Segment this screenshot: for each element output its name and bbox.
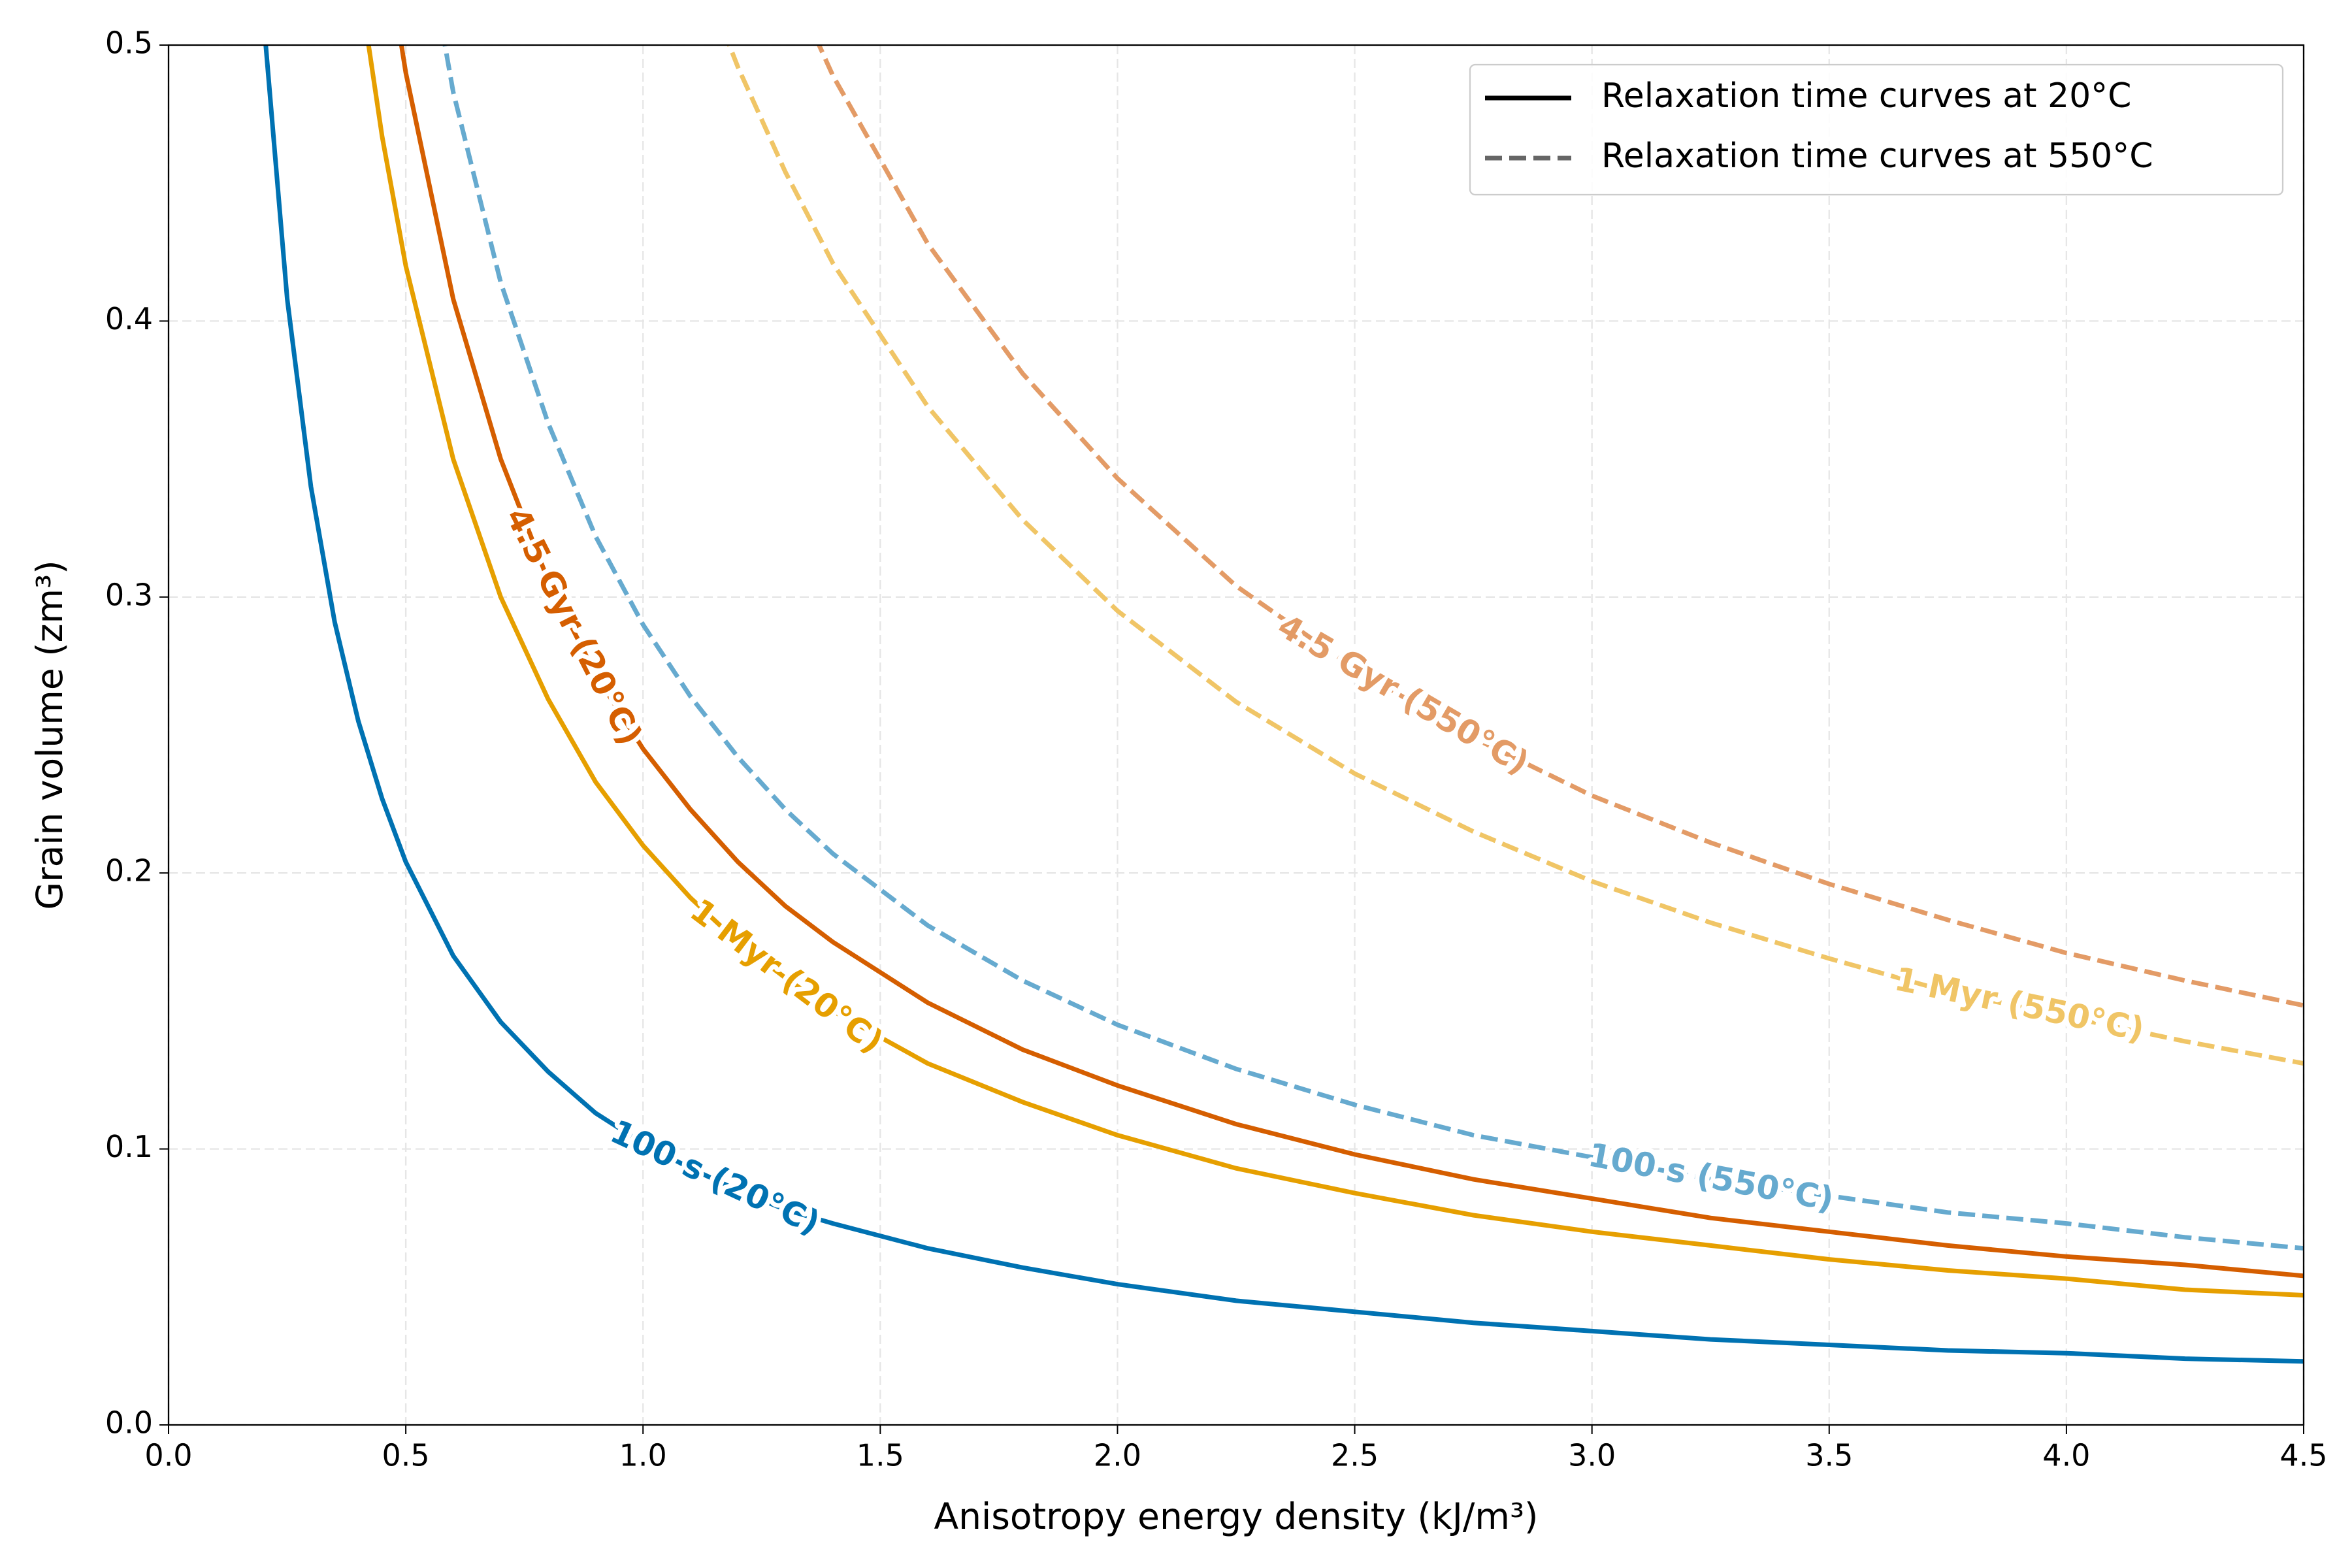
series-line xyxy=(727,45,2304,1066)
x-tick-label: 1.0 xyxy=(619,1438,667,1473)
x-tick-label: 1.5 xyxy=(857,1438,904,1473)
plot-frame xyxy=(167,44,2305,1426)
series-label: 4.5 Gyr (550°C) xyxy=(1271,607,1535,782)
series-label: 100 s (550°C) xyxy=(1585,1135,1837,1218)
series-line xyxy=(263,45,2304,1364)
x-tick-label: 3.5 xyxy=(1805,1438,1853,1473)
y-axis-label: Grain volume (zm³) xyxy=(29,560,71,909)
plot-area xyxy=(263,45,2304,1364)
legend: Relaxation time curves at 20°C Relaxation… xyxy=(1469,63,2284,196)
series-label: 100 s (20°C) xyxy=(605,1113,826,1243)
series-line xyxy=(442,45,2304,1251)
series-line xyxy=(366,45,2304,1298)
x-tick-label: 2.5 xyxy=(1331,1438,1379,1473)
y-tick-label: 0.3 xyxy=(105,577,153,612)
legend-label: Relaxation time curves at 550°C xyxy=(1601,137,2153,176)
x-tick-label: 2.0 xyxy=(1094,1438,1141,1473)
y-tick-label: 0.0 xyxy=(105,1405,153,1441)
y-tick-label: 0.4 xyxy=(105,301,153,336)
series-line xyxy=(399,45,2304,1279)
legend-label: Relaxation time curves at 20°C xyxy=(1601,76,2131,116)
x-tick-label: 0.0 xyxy=(144,1438,192,1473)
series-label: 1 Myr (20°C) xyxy=(683,891,890,1061)
y-tick-label: 0.5 xyxy=(105,25,153,61)
x-tick-label: 0.5 xyxy=(382,1438,430,1473)
legend-box xyxy=(1469,63,2284,196)
y-tick-label: 0.1 xyxy=(105,1129,153,1164)
x-tick-label: 4.5 xyxy=(2279,1438,2327,1473)
y-tick-label: 0.2 xyxy=(105,853,153,889)
x-axis-label: Anisotropy energy density (kJ/m³) xyxy=(934,1495,1538,1537)
series-label: 1 Myr (550°C) xyxy=(1891,960,2148,1049)
x-tick-label: 4.0 xyxy=(2042,1438,2090,1473)
x-tick-label: 3.0 xyxy=(1568,1438,1616,1473)
series-label: 4.5 Gyr (20°C) xyxy=(498,502,650,751)
series-line xyxy=(816,45,2304,1008)
